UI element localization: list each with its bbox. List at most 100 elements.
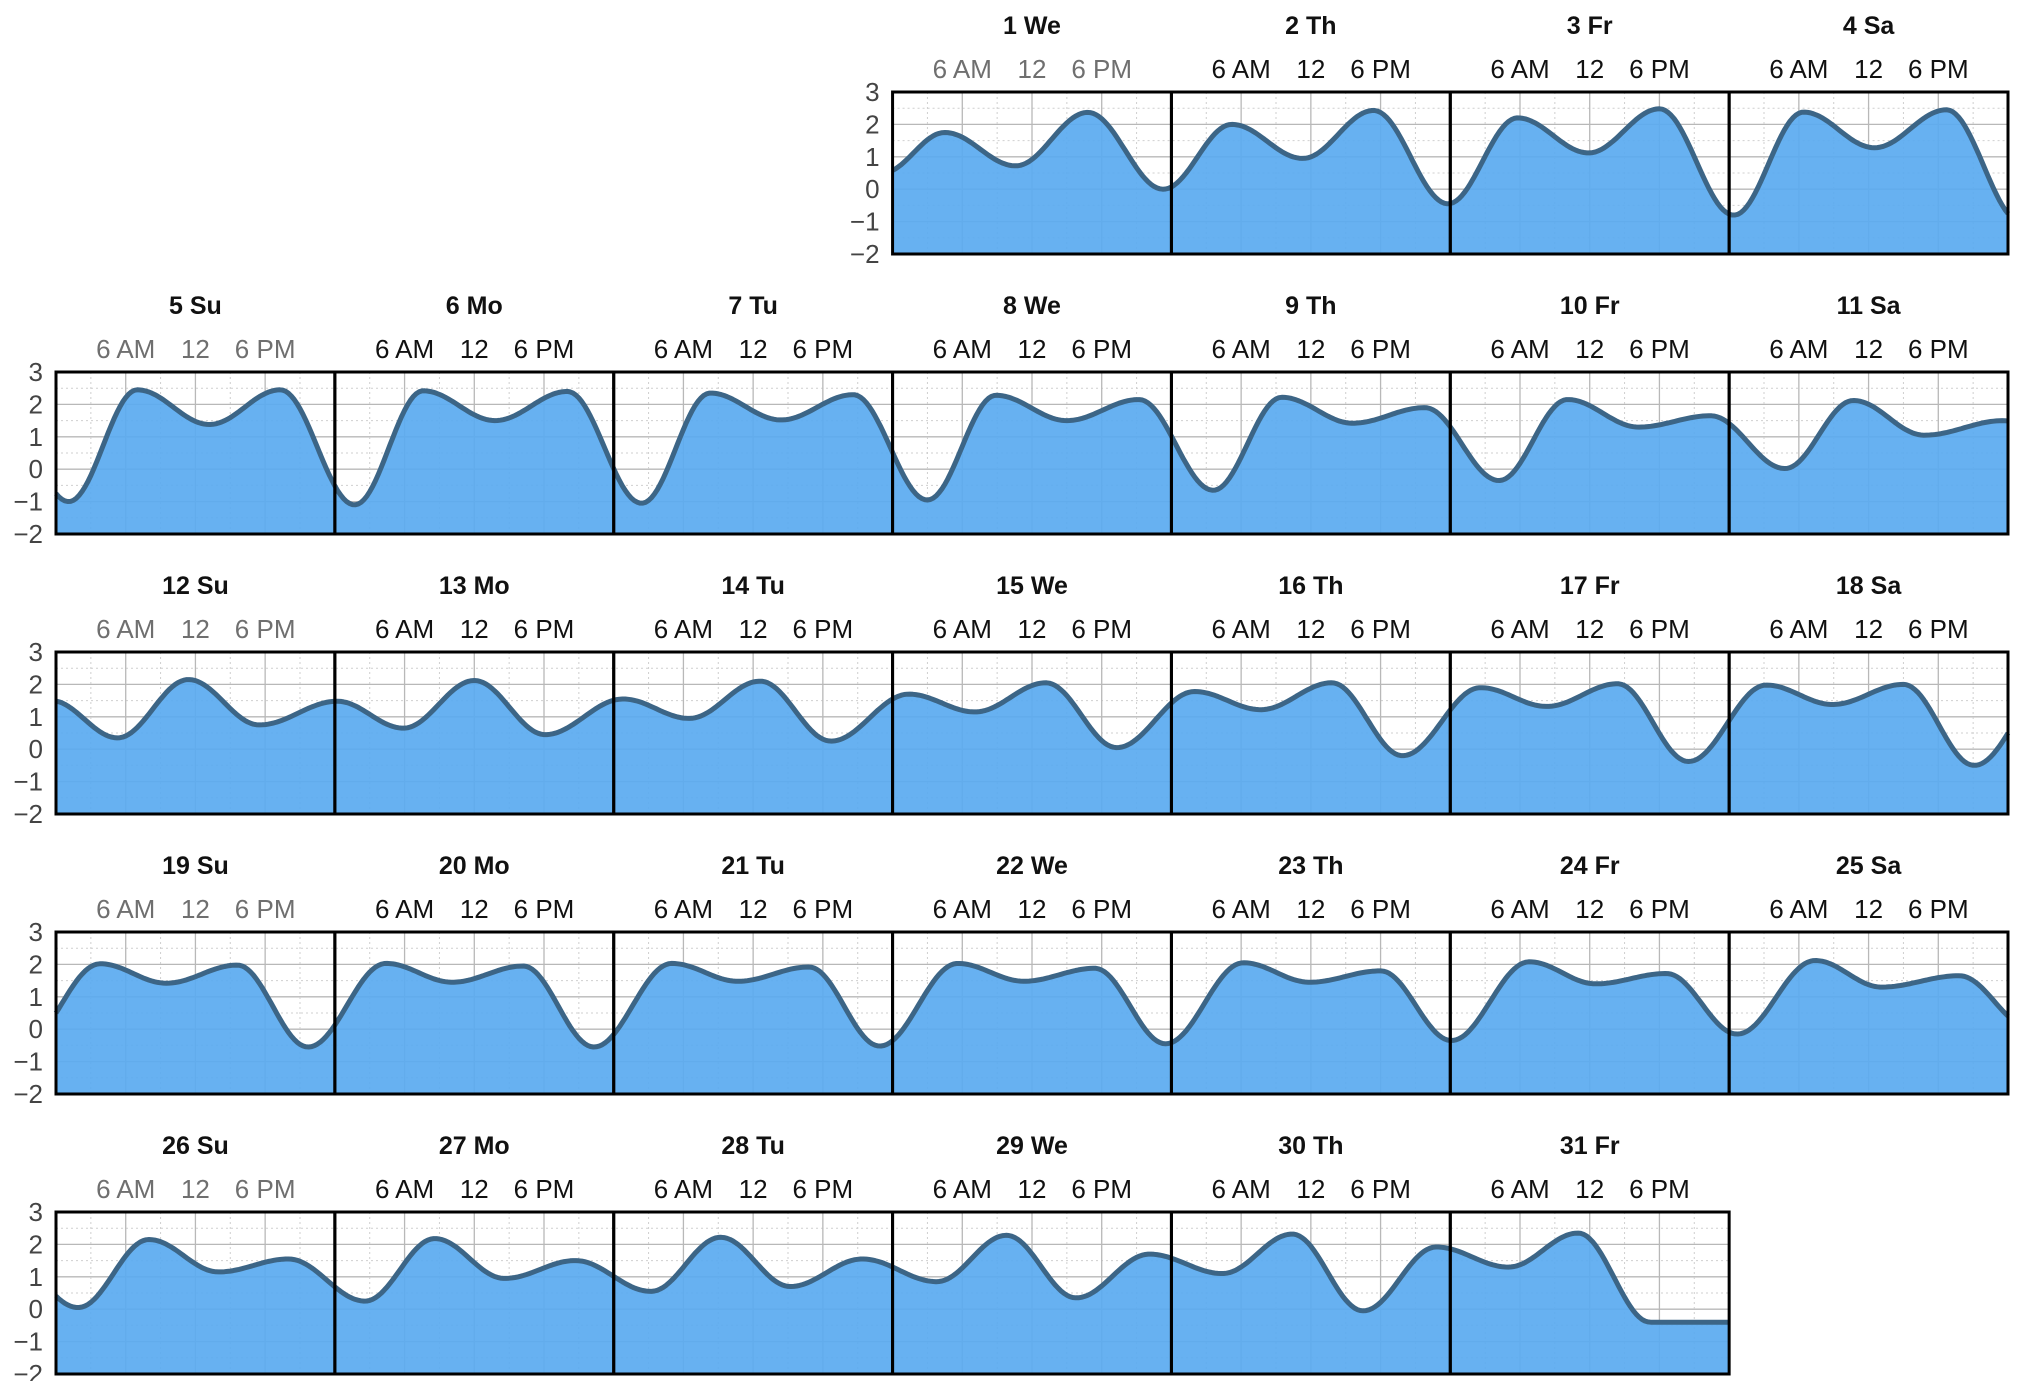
- day-panel: 12 Su6 AM 12 6 PM: [54, 572, 337, 816]
- hour-tick-label: 6 AM: [96, 614, 155, 644]
- hour-tick-label: 12: [1575, 894, 1604, 924]
- hour-tick-label: 12: [460, 894, 489, 924]
- day-frame: [1727, 930, 2010, 1096]
- y-tick-label: 1: [29, 982, 43, 1012]
- tide-area: [56, 389, 2008, 534]
- hour-tick-label: 6 PM: [1908, 54, 1969, 84]
- day-panel: 31 Fr 6 AM 12 6 PM: [1448, 1132, 1731, 1376]
- day-panel: 19 Su6 AM 12 6 PM: [54, 852, 337, 1096]
- day-title: 31 Fr: [1560, 1132, 1620, 1160]
- day-title: 18 Sa: [1836, 572, 1902, 600]
- y-tick-label: 3: [29, 357, 43, 387]
- day-title: 21 Tu: [721, 852, 784, 880]
- hour-tick-label: 6 AM: [654, 894, 713, 924]
- hour-tick-label: 6 AM: [1769, 54, 1828, 84]
- y-tick-label: 0: [865, 174, 879, 204]
- y-tick-label: 0: [29, 1294, 43, 1324]
- day-title: 19 Su: [162, 852, 229, 880]
- hour-tick-label: 12: [460, 614, 489, 644]
- hour-tick-label: 6 PM: [235, 614, 296, 644]
- hour-tick-label: 6 AM: [375, 334, 434, 364]
- tide-line: [53, 958, 2010, 1050]
- hour-tick-label: 12: [1854, 894, 1883, 924]
- day-panel: 25 Sa 6 AM 12 6 PM: [1727, 852, 2010, 1096]
- day-title: 1 We: [1003, 12, 1061, 40]
- hour-tick-label: 6 PM: [1071, 614, 1132, 644]
- hour-tick-label: 6 PM: [1908, 334, 1969, 364]
- day-title: 10 Fr: [1560, 292, 1620, 320]
- y-tick-label: −1: [13, 767, 43, 797]
- day-frame: [1727, 370, 2010, 536]
- day-title: 8 We: [1003, 292, 1061, 320]
- hour-tick-label: 6 PM: [514, 614, 575, 644]
- day-panel: 4 Sa 6 AM 12 6 PM: [1727, 12, 2010, 256]
- hour-tick-label: 12: [181, 1174, 210, 1204]
- day-panel: 29 We6 AM 12 6 PM: [891, 1132, 1173, 1376]
- hour-tick-label: 12: [1018, 54, 1047, 84]
- y-tick-label: 0: [29, 1014, 43, 1044]
- hour-tick-label: 6 PM: [793, 1174, 854, 1204]
- hour-tick-label: 6 PM: [793, 894, 854, 924]
- y-tick-label: 1: [29, 422, 43, 452]
- hour-tick-label: 6 AM: [1212, 1174, 1271, 1204]
- hour-tick-label: 12: [1575, 1174, 1604, 1204]
- y-tick-label: 0: [29, 454, 43, 484]
- day-title: 25 Sa: [1836, 852, 1902, 880]
- hour-tick-label: 6 AM: [1490, 614, 1549, 644]
- hour-tick-label: 12: [460, 334, 489, 364]
- hour-tick-label: 12: [1296, 614, 1325, 644]
- day-frame: [1727, 90, 2010, 256]
- day-frame: [1448, 1210, 1731, 1376]
- y-tick-label: 1: [29, 702, 43, 732]
- tide-area: [56, 960, 2008, 1094]
- hour-tick-label: 6 PM: [1071, 54, 1132, 84]
- hour-tick-label: 6 PM: [1350, 894, 1411, 924]
- y-tick-label: −1: [13, 1047, 43, 1077]
- hour-tick-label: 12: [739, 334, 768, 364]
- day-title: 16 Th: [1278, 572, 1343, 600]
- day-title: 12 Su: [162, 572, 229, 600]
- tide-line: [55, 677, 2011, 768]
- hour-tick-label: 12: [1018, 894, 1047, 924]
- hour-tick-label: 6 AM: [1490, 1174, 1549, 1204]
- y-tick-label: −2: [13, 1079, 43, 1109]
- y-tick-label: −1: [850, 207, 880, 237]
- hour-tick-label: 6 AM: [96, 1174, 155, 1204]
- day-title: 24 Fr: [1560, 852, 1620, 880]
- hour-tick-label: 6 PM: [1350, 54, 1411, 84]
- hour-tick-label: 6 PM: [1071, 334, 1132, 364]
- day-panel: 26 Su6 AM 12 6 PM: [54, 1132, 337, 1376]
- hour-tick-label: 6 AM: [933, 614, 992, 644]
- hour-tick-label: 6 AM: [933, 54, 992, 84]
- day-panel: 20 Mo6 AM 12 6 PM: [333, 852, 616, 1096]
- day-title: 20 Mo: [439, 852, 510, 880]
- y-tick-label: −2: [850, 239, 880, 269]
- y-tick-label: 1: [865, 142, 879, 172]
- hour-tick-label: 6 AM: [1769, 334, 1828, 364]
- y-tick-label: 2: [29, 1229, 43, 1259]
- hour-tick-label: 12: [1296, 334, 1325, 364]
- hour-tick-label: 6 AM: [933, 334, 992, 364]
- hour-tick-label: 12: [739, 614, 768, 644]
- hour-tick-label: 12: [1575, 334, 1604, 364]
- hour-tick-label: 6 PM: [1629, 614, 1690, 644]
- hour-tick-label: 12: [181, 894, 210, 924]
- day-panel: 11 Sa 6 AM 12 6 PM: [1727, 292, 2010, 536]
- hour-tick-label: 6 AM: [1212, 614, 1271, 644]
- hour-tick-label: 6 PM: [514, 334, 575, 364]
- hour-tick-label: 6 AM: [96, 894, 155, 924]
- day-panel: 7 Tu 6 AM 12 6 PM: [612, 292, 895, 536]
- hour-tick-label: 6 PM: [1629, 1174, 1690, 1204]
- tide-area: [56, 679, 2008, 814]
- y-tick-label: 1: [29, 1262, 43, 1292]
- day-panel: 18 Sa 6 AM 12 6 PM: [1727, 572, 2010, 816]
- day-title: 9 Th: [1285, 292, 1336, 320]
- hour-tick-label: 6 AM: [375, 1174, 434, 1204]
- hour-tick-label: 12: [181, 334, 210, 364]
- hour-tick-label: 6 AM: [1212, 894, 1271, 924]
- hour-tick-label: 6 PM: [1071, 1174, 1132, 1204]
- hour-tick-label: 12: [1854, 54, 1883, 84]
